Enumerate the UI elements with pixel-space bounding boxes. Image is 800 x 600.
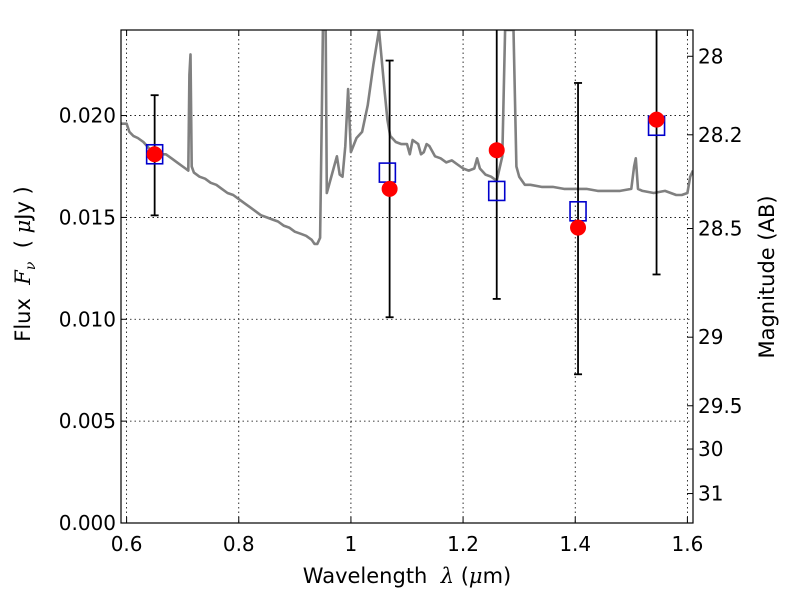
x-tick-label: 0.6 [111,532,143,556]
y-tick-label: 0.010 [59,307,116,331]
y2-tick-label: 28.2 [698,123,743,147]
y2-tick-label: 29 [698,325,723,349]
observed-point-marker [488,142,505,159]
axis-ticks: 0.6 0.8 1 1.2 1.4 1.6 0.000 0.005 0.010 0.015 0.02… [59,30,743,556]
plot-frame [120,29,694,524]
x-tick-label: 1 [345,532,358,556]
y2-tick-label: 29.5 [698,394,743,418]
x-tick-label: 0.8 [223,532,255,556]
model-square-marker [487,180,506,202]
y2-axis-title: Magnitude (AB) [755,195,779,358]
y2-tick-label: 30 [698,437,723,461]
y-tick-label: 0.000 [59,511,116,535]
observed-point-marker [648,111,665,128]
y-tick-label: 0.020 [59,104,116,128]
plot-background [121,30,693,523]
y-tick-label: 0.015 [59,205,116,229]
observed-point-marker [570,219,587,236]
errorbar-layer [145,30,666,376]
x-tick-label: 1.2 [447,532,479,556]
y-tick-label: 0.005 [59,409,116,433]
y2-tick-label: 28 [698,44,723,68]
y2-tick-label: 31 [698,482,723,506]
observed-point-marker [381,180,398,197]
observed-point-marker [146,146,163,163]
y2-tick-label: 28.5 [698,217,743,241]
template-spectrum-line [121,30,693,246]
y-axis-title: Flux Fν ( μJy ) [11,186,39,342]
x-tick-label: 1.4 [559,532,591,556]
data-layer [121,30,693,246]
x-tick-label: 1.6 [671,532,703,556]
x-axis-title: Wavelength λ (μm) [303,564,511,588]
